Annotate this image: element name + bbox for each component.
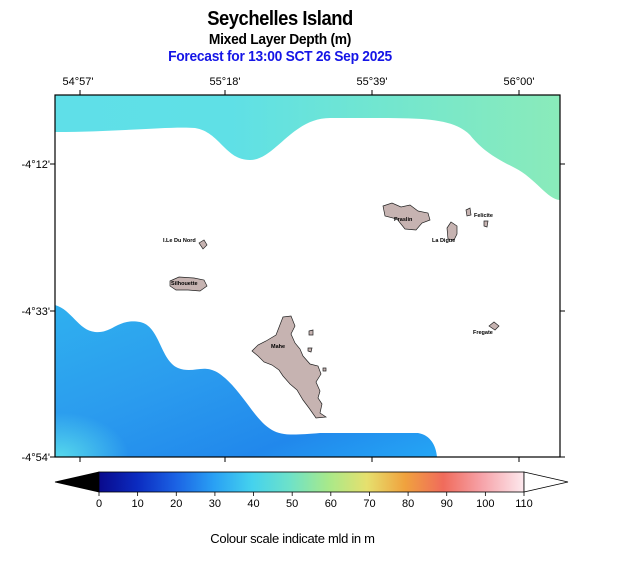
island-labels: Mahe Praslin La Digue Felicite Silhouett… xyxy=(163,213,493,350)
marianne-island xyxy=(483,220,489,228)
label-la-digue: La Digue xyxy=(432,238,455,244)
silhouette-island xyxy=(169,276,208,292)
ile-du-nord-island xyxy=(198,239,208,250)
colorbar-tick-label: 30 xyxy=(209,498,221,510)
colorbar-tick-label: 10 xyxy=(132,498,144,510)
axis-ticks xyxy=(50,90,565,462)
lon-tick-label: 54°57' xyxy=(63,76,94,88)
lon-tick-label: 56°00' xyxy=(504,76,535,88)
lat-tick-label: -4°54' xyxy=(21,452,50,464)
islet xyxy=(322,367,327,372)
label-felicite: Felicite xyxy=(474,213,493,219)
islands xyxy=(169,202,500,419)
lon-labels: 54°57' 55°18' 55°39' 56°00' xyxy=(63,76,535,88)
mld-field-north xyxy=(55,95,560,200)
islet xyxy=(308,329,314,336)
label-silhouette: Silhouette xyxy=(171,281,198,287)
colorbar-tick-label: 100 xyxy=(476,498,494,510)
islet xyxy=(307,347,313,353)
colorbar-ramp xyxy=(98,471,525,493)
colorbar: 0 10 20 30 40 50 60 70 80 90 100 110 xyxy=(54,471,569,510)
colorbar-tick-label: 50 xyxy=(286,498,298,510)
colorbar-caption: Colour scale indicate mld in m xyxy=(210,531,375,546)
felicite-island xyxy=(465,207,472,217)
colorbar-tick-label: 80 xyxy=(402,498,414,510)
fregate-island xyxy=(488,321,500,331)
colorbar-max-arrow xyxy=(523,471,569,493)
lat-tick-label: -4°33' xyxy=(21,306,50,318)
colorbar-labels: 0 10 20 30 40 50 60 70 80 90 100 110 xyxy=(96,498,533,510)
label-praslin: Praslin xyxy=(394,217,413,223)
lat-tick-label: -4°12' xyxy=(21,159,50,171)
lat-labels: -4°12' -4°33' -4°54' xyxy=(21,159,50,464)
praslin-island xyxy=(382,202,431,231)
label-fregate: Fregate xyxy=(473,330,493,336)
label-ile-du-nord: I.Le Du Nord xyxy=(163,238,196,244)
colorbar-tick-label: 110 xyxy=(515,498,533,510)
lon-tick-label: 55°18' xyxy=(210,76,241,88)
colorbar-tick-label: 70 xyxy=(363,498,375,510)
map-subtitle: Mixed Layer Depth (m) xyxy=(208,31,352,48)
colorbar-tick-label: 0 xyxy=(96,498,102,510)
colorbar-tick-label: 60 xyxy=(325,498,337,510)
label-mahe: Mahe xyxy=(271,344,285,350)
map-frame xyxy=(54,94,561,458)
mld-field xyxy=(55,95,560,457)
colorbar-tick-label: 40 xyxy=(247,498,259,510)
la-digue-island xyxy=(446,221,458,241)
colorbar-tick-label: 20 xyxy=(170,498,182,510)
mahe-island xyxy=(251,315,328,419)
colorbar-ticks xyxy=(98,492,525,496)
forecast-label: Forecast for 13:00 SCT 26 Sep 2025 xyxy=(168,48,392,65)
lon-tick-label: 55°39' xyxy=(357,76,388,88)
colorbar-tick-label: 90 xyxy=(441,498,453,510)
colorbar-min-arrow xyxy=(54,471,100,493)
map-title: Seychelles Island xyxy=(207,8,353,30)
mld-field-south-shallow xyxy=(55,330,255,457)
